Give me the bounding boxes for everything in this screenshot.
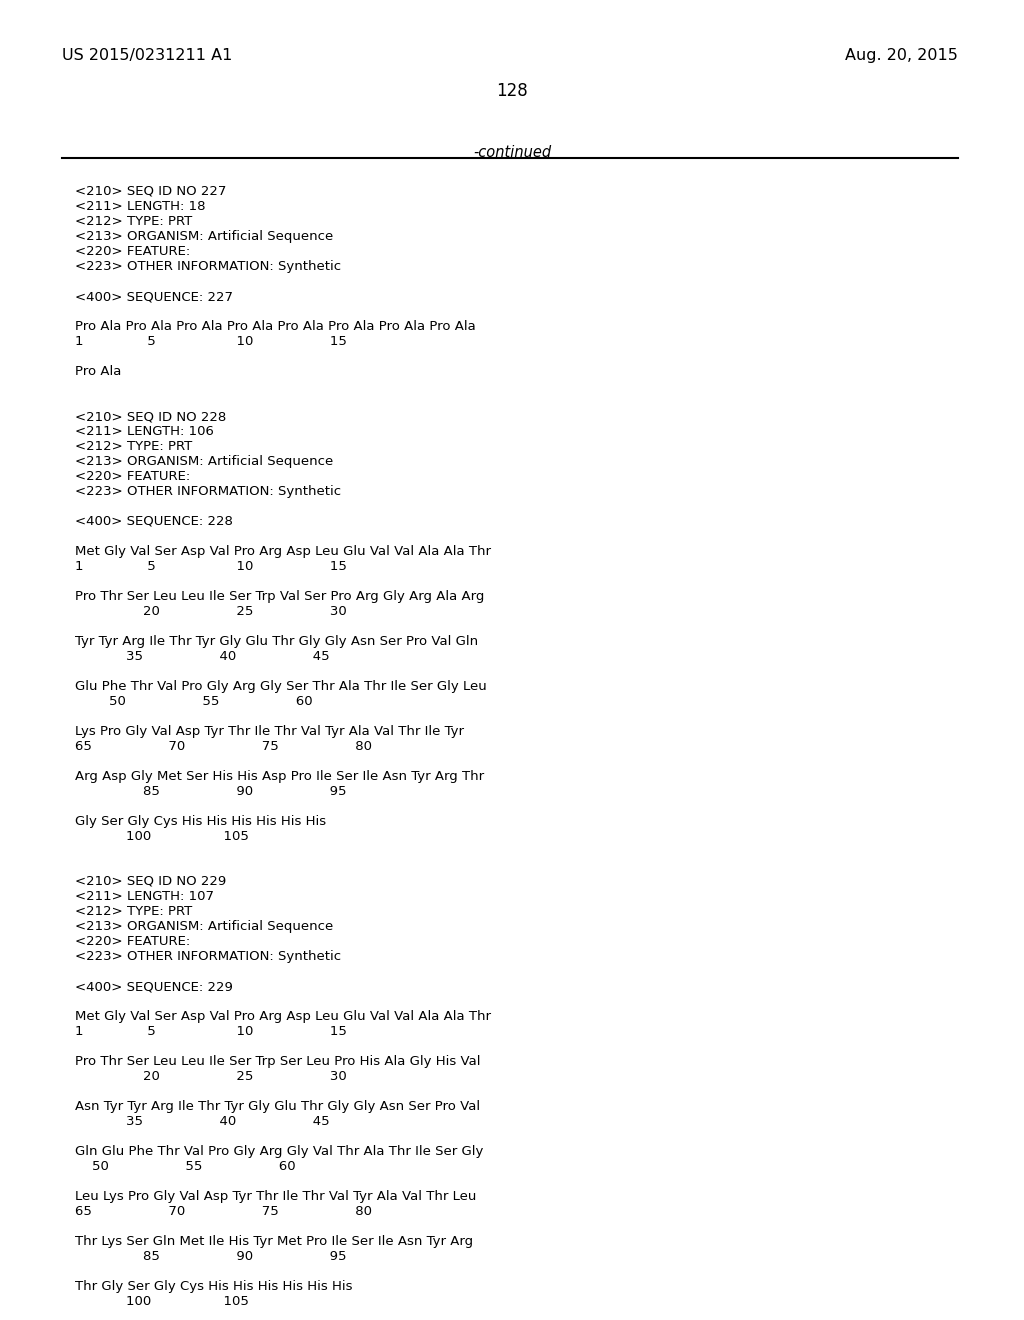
Text: <210> SEQ ID NO 227: <210> SEQ ID NO 227 — [75, 185, 226, 198]
Text: <213> ORGANISM: Artificial Sequence: <213> ORGANISM: Artificial Sequence — [75, 920, 333, 933]
Text: <400> SEQUENCE: 227: <400> SEQUENCE: 227 — [75, 290, 233, 304]
Text: -continued: -continued — [473, 145, 551, 160]
Text: <210> SEQ ID NO 229: <210> SEQ ID NO 229 — [75, 875, 226, 888]
Text: <220> FEATURE:: <220> FEATURE: — [75, 935, 190, 948]
Text: Met Gly Val Ser Asp Val Pro Arg Asp Leu Glu Val Val Ala Ala Thr: Met Gly Val Ser Asp Val Pro Arg Asp Leu … — [75, 545, 490, 558]
Text: Pro Thr Ser Leu Leu Ile Ser Trp Ser Leu Pro His Ala Gly His Val: Pro Thr Ser Leu Leu Ile Ser Trp Ser Leu … — [75, 1055, 480, 1068]
Text: <223> OTHER INFORMATION: Synthetic: <223> OTHER INFORMATION: Synthetic — [75, 950, 341, 964]
Text: 65                  70                  75                  80: 65 70 75 80 — [75, 741, 372, 752]
Text: Pro Ala Pro Ala Pro Ala Pro Ala Pro Ala Pro Ala Pro Ala Pro Ala: Pro Ala Pro Ala Pro Ala Pro Ala Pro Ala … — [75, 319, 476, 333]
Text: Tyr Tyr Arg Ile Thr Tyr Gly Glu Thr Gly Gly Asn Ser Pro Val Gln: Tyr Tyr Arg Ile Thr Tyr Gly Glu Thr Gly … — [75, 635, 478, 648]
Text: Pro Thr Ser Leu Leu Ile Ser Trp Val Ser Pro Arg Gly Arg Ala Arg: Pro Thr Ser Leu Leu Ile Ser Trp Val Ser … — [75, 590, 484, 603]
Text: Aug. 20, 2015: Aug. 20, 2015 — [845, 48, 958, 63]
Text: <211> LENGTH: 18: <211> LENGTH: 18 — [75, 201, 206, 213]
Text: Pro Ala: Pro Ala — [75, 366, 122, 378]
Text: <211> LENGTH: 107: <211> LENGTH: 107 — [75, 890, 214, 903]
Text: Met Gly Val Ser Asp Val Pro Arg Asp Leu Glu Val Val Ala Ala Thr: Met Gly Val Ser Asp Val Pro Arg Asp Leu … — [75, 1010, 490, 1023]
Text: <220> FEATURE:: <220> FEATURE: — [75, 246, 190, 257]
Text: 128: 128 — [496, 82, 528, 100]
Text: Thr Gly Ser Gly Cys His His His His His His: Thr Gly Ser Gly Cys His His His His His … — [75, 1280, 352, 1294]
Text: US 2015/0231211 A1: US 2015/0231211 A1 — [62, 48, 232, 63]
Text: Glu Phe Thr Val Pro Gly Arg Gly Ser Thr Ala Thr Ile Ser Gly Leu: Glu Phe Thr Val Pro Gly Arg Gly Ser Thr … — [75, 680, 486, 693]
Text: 65                  70                  75                  80: 65 70 75 80 — [75, 1205, 372, 1218]
Text: 20                  25                  30: 20 25 30 — [75, 605, 347, 618]
Text: <400> SEQUENCE: 228: <400> SEQUENCE: 228 — [75, 515, 232, 528]
Text: <210> SEQ ID NO 228: <210> SEQ ID NO 228 — [75, 411, 226, 422]
Text: 1               5                   10                  15: 1 5 10 15 — [75, 1026, 347, 1038]
Text: 20                  25                  30: 20 25 30 — [75, 1071, 347, 1082]
Text: 100                 105: 100 105 — [75, 1295, 249, 1308]
Text: <211> LENGTH: 106: <211> LENGTH: 106 — [75, 425, 214, 438]
Text: <220> FEATURE:: <220> FEATURE: — [75, 470, 190, 483]
Text: Leu Lys Pro Gly Val Asp Tyr Thr Ile Thr Val Tyr Ala Val Thr Leu: Leu Lys Pro Gly Val Asp Tyr Thr Ile Thr … — [75, 1191, 476, 1203]
Text: 1               5                   10                  15: 1 5 10 15 — [75, 335, 347, 348]
Text: <212> TYPE: PRT: <212> TYPE: PRT — [75, 440, 193, 453]
Text: <212> TYPE: PRT: <212> TYPE: PRT — [75, 906, 193, 917]
Text: 35                  40                  45: 35 40 45 — [75, 1115, 330, 1129]
Text: <223> OTHER INFORMATION: Synthetic: <223> OTHER INFORMATION: Synthetic — [75, 484, 341, 498]
Text: 85                  90                  95: 85 90 95 — [75, 785, 346, 799]
Text: <212> TYPE: PRT: <212> TYPE: PRT — [75, 215, 193, 228]
Text: 1               5                   10                  15: 1 5 10 15 — [75, 560, 347, 573]
Text: 50                  55                  60: 50 55 60 — [75, 696, 312, 708]
Text: Gly Ser Gly Cys His His His His His His: Gly Ser Gly Cys His His His His His His — [75, 814, 326, 828]
Text: <400> SEQUENCE: 229: <400> SEQUENCE: 229 — [75, 979, 232, 993]
Text: Thr Lys Ser Gln Met Ile His Tyr Met Pro Ile Ser Ile Asn Tyr Arg: Thr Lys Ser Gln Met Ile His Tyr Met Pro … — [75, 1236, 473, 1247]
Text: 50                  55                  60: 50 55 60 — [75, 1160, 296, 1173]
Text: Arg Asp Gly Met Ser His His Asp Pro Ile Ser Ile Asn Tyr Arg Thr: Arg Asp Gly Met Ser His His Asp Pro Ile … — [75, 770, 484, 783]
Text: Gln Glu Phe Thr Val Pro Gly Arg Gly Val Thr Ala Thr Ile Ser Gly: Gln Glu Phe Thr Val Pro Gly Arg Gly Val … — [75, 1144, 483, 1158]
Text: Asn Tyr Tyr Arg Ile Thr Tyr Gly Glu Thr Gly Gly Asn Ser Pro Val: Asn Tyr Tyr Arg Ile Thr Tyr Gly Glu Thr … — [75, 1100, 480, 1113]
Text: 85                  90                  95: 85 90 95 — [75, 1250, 346, 1263]
Text: <223> OTHER INFORMATION: Synthetic: <223> OTHER INFORMATION: Synthetic — [75, 260, 341, 273]
Text: <213> ORGANISM: Artificial Sequence: <213> ORGANISM: Artificial Sequence — [75, 230, 333, 243]
Text: <213> ORGANISM: Artificial Sequence: <213> ORGANISM: Artificial Sequence — [75, 455, 333, 469]
Text: 100                 105: 100 105 — [75, 830, 249, 843]
Text: Lys Pro Gly Val Asp Tyr Thr Ile Thr Val Tyr Ala Val Thr Ile Tyr: Lys Pro Gly Val Asp Tyr Thr Ile Thr Val … — [75, 725, 464, 738]
Text: 35                  40                  45: 35 40 45 — [75, 649, 330, 663]
